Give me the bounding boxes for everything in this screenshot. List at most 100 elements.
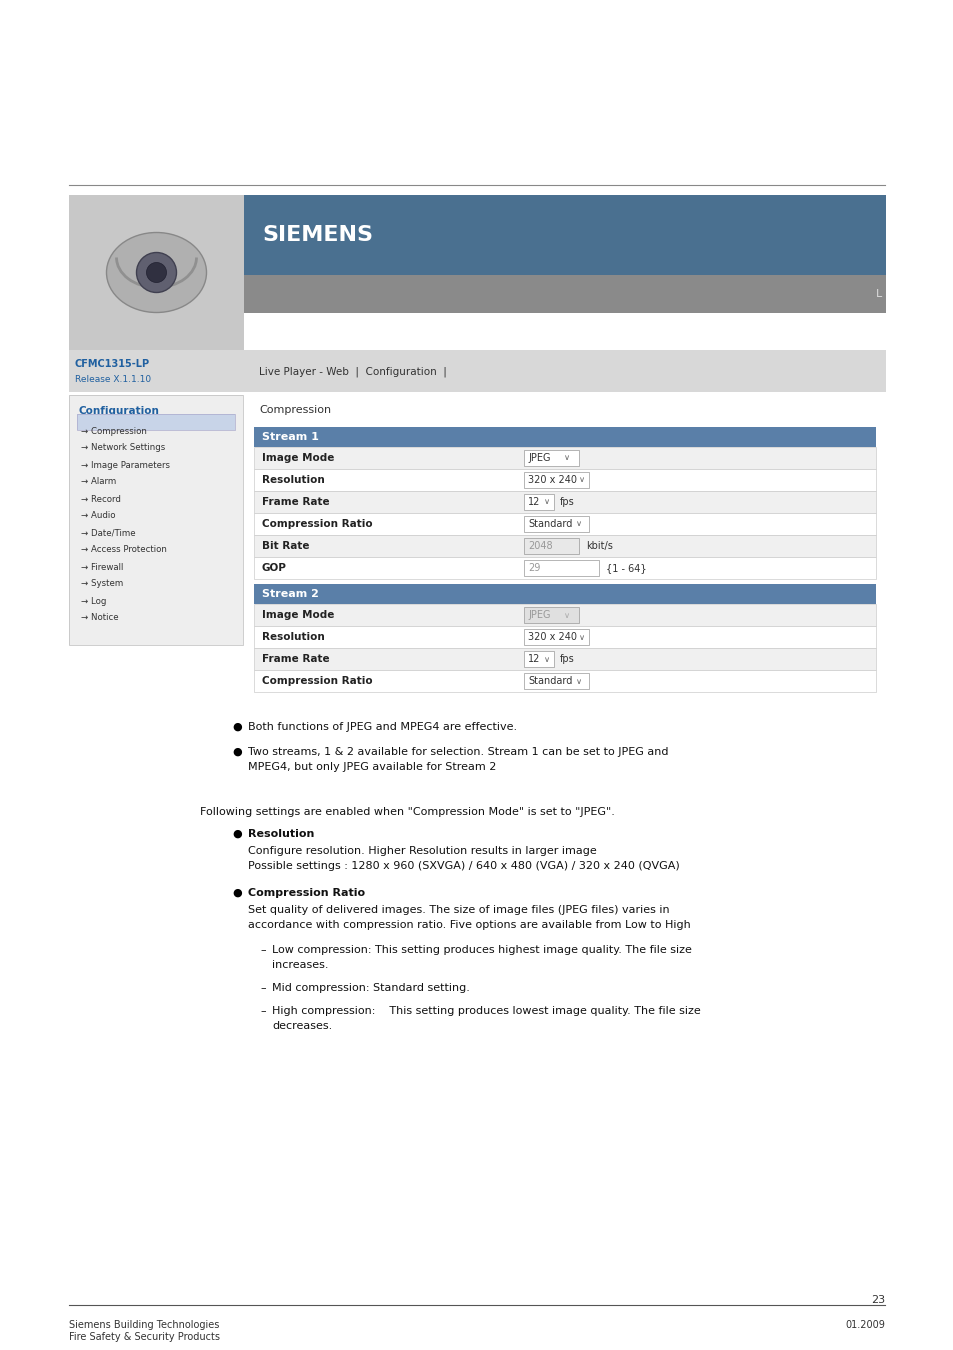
Bar: [253, 585, 875, 603]
Text: Two streams, 1 & 2 available for selection. Stream 1 can be set to JPEG and: Two streams, 1 & 2 available for selecti…: [248, 747, 668, 757]
Text: ∨: ∨: [576, 676, 581, 686]
Text: Frame Rate: Frame Rate: [262, 497, 330, 508]
Bar: [77, 414, 234, 431]
Text: Compression Ratio: Compression Ratio: [262, 518, 373, 529]
Circle shape: [136, 252, 176, 293]
Text: → Date/Time: → Date/Time: [81, 528, 135, 537]
Bar: [244, 275, 885, 313]
Text: ∨: ∨: [578, 633, 584, 641]
Text: 29: 29: [527, 563, 539, 572]
Text: {1 - 64}: {1 - 64}: [605, 563, 646, 572]
Text: GOP: GOP: [262, 563, 287, 572]
Text: ●: ●: [232, 747, 241, 757]
Text: 12: 12: [527, 497, 539, 508]
Text: 320 x 240: 320 x 240: [527, 475, 577, 485]
Text: accordance with compression ratio. Five options are available from Low to High: accordance with compression ratio. Five …: [248, 919, 690, 930]
Text: Fire Safety & Security Products: Fire Safety & Security Products: [69, 1332, 220, 1342]
Text: ∨: ∨: [576, 520, 581, 528]
Bar: [523, 539, 578, 553]
Bar: [69, 396, 243, 645]
Bar: [253, 535, 875, 558]
Text: Stream 2: Stream 2: [262, 589, 318, 599]
Bar: [69, 350, 885, 392]
Text: Image Mode: Image Mode: [262, 454, 334, 463]
Bar: [523, 472, 588, 487]
Text: Release X.1.1.10: Release X.1.1.10: [75, 375, 151, 385]
Text: Image Mode: Image Mode: [262, 610, 334, 620]
Text: Low compression: This setting produces highest image quality. The file size: Low compression: This setting produces h…: [272, 945, 691, 954]
Text: Compression: Compression: [258, 405, 331, 414]
Bar: [253, 603, 875, 626]
Ellipse shape: [107, 232, 206, 312]
Text: Set quality of delivered images. The size of image files (JPEG files) varies in: Set quality of delivered images. The siz…: [248, 904, 669, 915]
Text: Following settings are enabled when "Compression Mode" is set to "JPEG".: Following settings are enabled when "Com…: [200, 807, 615, 817]
Text: → Notice: → Notice: [81, 613, 118, 622]
Text: Frame Rate: Frame Rate: [262, 653, 330, 664]
Text: 23: 23: [870, 1295, 884, 1305]
Bar: [523, 674, 588, 688]
Bar: [253, 670, 875, 693]
Text: → Network Settings: → Network Settings: [81, 444, 165, 452]
Text: ∨: ∨: [543, 498, 550, 506]
Text: Resolution: Resolution: [248, 829, 314, 838]
Text: 2048: 2048: [527, 541, 552, 551]
Bar: [244, 194, 885, 275]
Text: Resolution: Resolution: [262, 475, 324, 485]
Text: L: L: [875, 289, 882, 298]
Bar: [523, 494, 554, 510]
Text: → Log: → Log: [81, 597, 107, 606]
Bar: [253, 491, 875, 513]
Text: High compression:    This setting produces lowest image quality. The file size: High compression: This setting produces …: [272, 1006, 700, 1017]
Text: → Record: → Record: [81, 494, 121, 504]
Text: Both functions of JPEG and MPEG4 are effective.: Both functions of JPEG and MPEG4 are eff…: [248, 722, 517, 732]
Bar: [523, 516, 588, 532]
Text: MPEG4, but only JPEG available for Stream 2: MPEG4, but only JPEG available for Strea…: [248, 761, 496, 772]
Bar: [523, 450, 578, 466]
Text: ∨: ∨: [578, 475, 584, 485]
Text: –: –: [260, 945, 265, 954]
Text: ∨: ∨: [563, 610, 570, 620]
Bar: [253, 427, 875, 447]
Text: SIEMENS: SIEMENS: [262, 225, 373, 244]
Text: Live Player - Web  |  Configuration  |: Live Player - Web | Configuration |: [258, 367, 446, 377]
Text: Mid compression: Standard setting.: Mid compression: Standard setting.: [272, 983, 470, 994]
Bar: [523, 560, 598, 576]
Text: ●: ●: [232, 888, 241, 898]
Bar: [523, 629, 588, 645]
Text: ●: ●: [232, 829, 241, 838]
Text: ●: ●: [232, 722, 241, 732]
Bar: [253, 626, 875, 648]
Text: decreases.: decreases.: [272, 1021, 332, 1031]
Text: → Audio: → Audio: [81, 512, 115, 521]
Bar: [77, 414, 234, 431]
Text: CFMC1315-LP: CFMC1315-LP: [75, 359, 150, 369]
Text: Compression Ratio: Compression Ratio: [262, 676, 373, 686]
Bar: [253, 447, 875, 468]
Text: Resolution: Resolution: [262, 632, 324, 643]
Text: → Image Parameters: → Image Parameters: [81, 460, 170, 470]
Bar: [253, 558, 875, 579]
Bar: [253, 513, 875, 535]
Text: 320 x 240: 320 x 240: [527, 632, 577, 643]
Text: JPEG: JPEG: [527, 454, 550, 463]
Bar: [253, 648, 875, 670]
Text: ∨: ∨: [563, 454, 570, 463]
Text: JPEG: JPEG: [527, 610, 550, 620]
Text: Possible settings : 1280 x 960 (SXVGA) / 640 x 480 (VGA) / 320 x 240 (QVGA): Possible settings : 1280 x 960 (SXVGA) /…: [248, 861, 679, 871]
Text: Stream 1: Stream 1: [262, 432, 318, 441]
Bar: [523, 608, 578, 622]
Text: Bit Rate: Bit Rate: [262, 541, 309, 551]
Text: Configuration: Configuration: [79, 406, 160, 416]
Bar: [523, 651, 554, 667]
Text: Siemens Building Technologies: Siemens Building Technologies: [69, 1320, 219, 1330]
Text: increases.: increases.: [272, 960, 328, 971]
Text: ∨: ∨: [543, 655, 550, 663]
Text: 01.2009: 01.2009: [844, 1320, 884, 1330]
Text: → Access Protection: → Access Protection: [81, 545, 167, 555]
Text: → System: → System: [81, 579, 123, 589]
Bar: [69, 396, 243, 645]
Bar: [69, 194, 244, 350]
Text: → Firewall: → Firewall: [81, 563, 123, 571]
Text: Compression Ratio: Compression Ratio: [248, 888, 365, 898]
Text: –: –: [260, 1006, 265, 1017]
